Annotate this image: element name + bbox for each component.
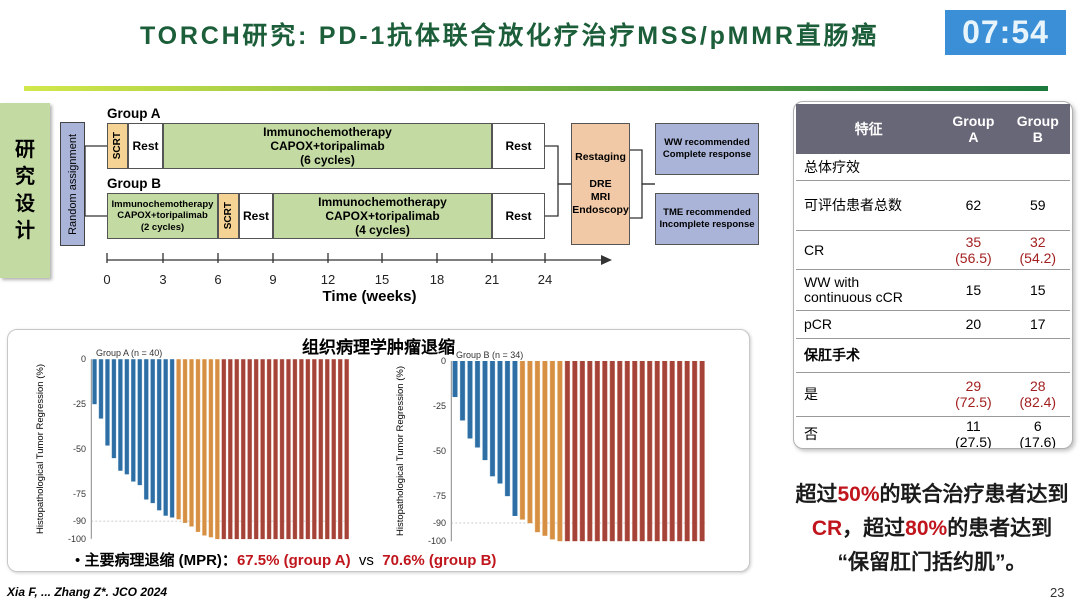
svg-text:-25: -25 [433,401,446,411]
svg-text:-90: -90 [73,516,86,526]
svg-text:-50: -50 [73,444,86,454]
svg-text:-75: -75 [433,491,446,501]
svg-text:-75: -75 [73,489,86,499]
svg-text:-100: -100 [68,534,86,544]
svg-text:-25: -25 [73,399,86,409]
svg-text:-100: -100 [428,536,446,546]
svg-text:-50: -50 [433,446,446,456]
svg-text:0: 0 [81,354,86,364]
svg-text:Group B (n = 34): Group B (n = 34) [456,350,523,360]
svg-text:Group A (n = 40): Group A (n = 40) [96,348,162,358]
svg-text:0: 0 [441,356,446,366]
svg-text:-90: -90 [433,518,446,528]
